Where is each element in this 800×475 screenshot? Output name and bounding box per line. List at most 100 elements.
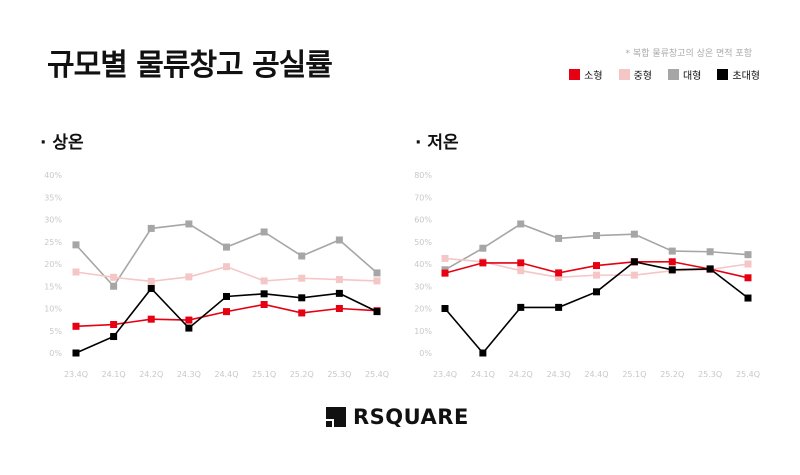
data-point-소형 <box>110 321 118 329</box>
y-tick-label: 20% <box>44 260 62 269</box>
data-point-초대형 <box>630 258 638 266</box>
data-point-소형 <box>335 305 343 312</box>
y-tick-label: 40% <box>44 171 62 180</box>
data-point-소형 <box>479 259 487 267</box>
data-point-소형 <box>555 269 563 277</box>
data-point-소형 <box>668 258 676 266</box>
data-point-대형 <box>630 230 638 238</box>
data-point-중형 <box>555 273 563 281</box>
y-tick-label: 50% <box>414 238 432 247</box>
data-point-초대형 <box>110 333 118 341</box>
data-point-대형 <box>260 228 268 236</box>
y-tick-label: 25% <box>44 238 62 247</box>
data-point-중형 <box>147 277 155 285</box>
x-tick-label: 25.1Q <box>622 370 646 379</box>
x-tick-label: 25.2Q <box>290 370 314 379</box>
data-point-대형 <box>223 243 230 251</box>
data-point-중형 <box>260 277 268 285</box>
data-point-초대형 <box>147 284 155 292</box>
data-point-소형 <box>223 308 230 316</box>
x-tick-label: 23.4Q <box>433 370 457 379</box>
footnote: * 복합 물류창고의 상온 면적 포함 <box>625 49 752 59</box>
data-point-중형 <box>223 263 230 271</box>
y-tick-label: 10% <box>44 305 62 314</box>
y-tick-label: 20% <box>414 305 432 314</box>
data-point-중형 <box>373 277 381 285</box>
chart-title-ambient: · 상온 <box>40 133 84 153</box>
x-tick-label: 24.1Q <box>102 370 126 379</box>
data-point-초대형 <box>668 266 676 274</box>
data-point-초대형 <box>223 292 230 300</box>
data-point-초대형 <box>517 303 525 311</box>
data-point-초대형 <box>298 294 306 302</box>
legend-item-medium: 중형 <box>618 67 652 82</box>
rsquare-logo: RSQUARE <box>326 405 469 429</box>
y-tick-label: 70% <box>414 193 432 202</box>
data-point-중형 <box>185 273 193 281</box>
data-point-중형 <box>517 267 525 275</box>
y-tick-label: 30% <box>44 216 62 225</box>
legend: 소형 중형 대형 초대형 <box>569 67 760 82</box>
series-line-소형 <box>75 303 378 328</box>
logo-icon <box>326 407 346 427</box>
legend-label: 초대형 <box>732 71 760 82</box>
data-point-대형 <box>479 244 487 252</box>
x-tick-label: 25.3Q <box>327 370 351 379</box>
data-point-초대형 <box>260 290 268 298</box>
chart-title-cold: · 저온 <box>415 133 459 153</box>
data-point-중형 <box>441 254 449 262</box>
legend-swatch <box>717 69 729 80</box>
data-point-중형 <box>110 273 118 281</box>
series-line-대형 <box>75 223 378 288</box>
legend-label: 중형 <box>633 71 652 82</box>
data-point-초대형 <box>706 265 714 273</box>
data-point-소형 <box>441 269 449 277</box>
legend-swatch <box>569 69 581 80</box>
legend-swatch <box>667 69 679 80</box>
x-tick-label: 25.1Q <box>252 370 276 379</box>
y-tick-label: 35% <box>44 193 62 202</box>
data-point-대형 <box>298 252 306 260</box>
legend-label: 소형 <box>584 71 603 82</box>
data-point-대형 <box>185 220 193 228</box>
y-tick-label: 60% <box>414 216 432 225</box>
legend-item-small: 소형 <box>569 67 603 82</box>
data-point-대형 <box>555 234 563 242</box>
x-tick-label: 25.2Q <box>660 370 684 379</box>
y-tick-label: 15% <box>44 282 62 291</box>
data-point-초대형 <box>593 288 600 296</box>
data-point-소형 <box>72 322 80 330</box>
legend-item-large: 대형 <box>667 67 701 82</box>
data-point-대형 <box>72 241 80 249</box>
data-point-중형 <box>335 276 343 284</box>
x-tick-label: 25.4Q <box>365 370 389 379</box>
data-point-중형 <box>630 271 638 279</box>
data-point-초대형 <box>335 289 343 297</box>
logo-text: RSQUARE <box>353 405 469 429</box>
data-point-대형 <box>335 236 343 244</box>
x-tick-label: 24.2Q <box>509 370 533 379</box>
data-point-초대형 <box>744 294 752 302</box>
data-point-대형 <box>706 248 714 256</box>
x-tick-label: 24.1Q <box>471 370 495 379</box>
legend-swatch <box>618 69 630 80</box>
data-point-대형 <box>517 220 525 228</box>
data-point-대형 <box>373 269 381 277</box>
data-point-대형 <box>110 282 118 290</box>
data-point-초대형 <box>72 349 80 357</box>
x-tick-label: 24.4Q <box>584 370 608 379</box>
y-tick-label: 0% <box>49 349 62 358</box>
y-tick-label: 10% <box>414 327 432 336</box>
data-point-중형 <box>744 260 752 268</box>
x-tick-label: 24.3Q <box>177 370 201 379</box>
y-tick-label: 40% <box>414 260 432 269</box>
x-tick-label: 24.4Q <box>214 370 238 379</box>
data-point-초대형 <box>441 305 449 312</box>
data-point-대형 <box>593 232 600 240</box>
data-point-초대형 <box>555 303 563 311</box>
data-point-대형 <box>744 251 752 259</box>
data-point-소형 <box>260 300 268 308</box>
data-point-중형 <box>72 268 80 276</box>
data-point-소형 <box>744 274 752 282</box>
